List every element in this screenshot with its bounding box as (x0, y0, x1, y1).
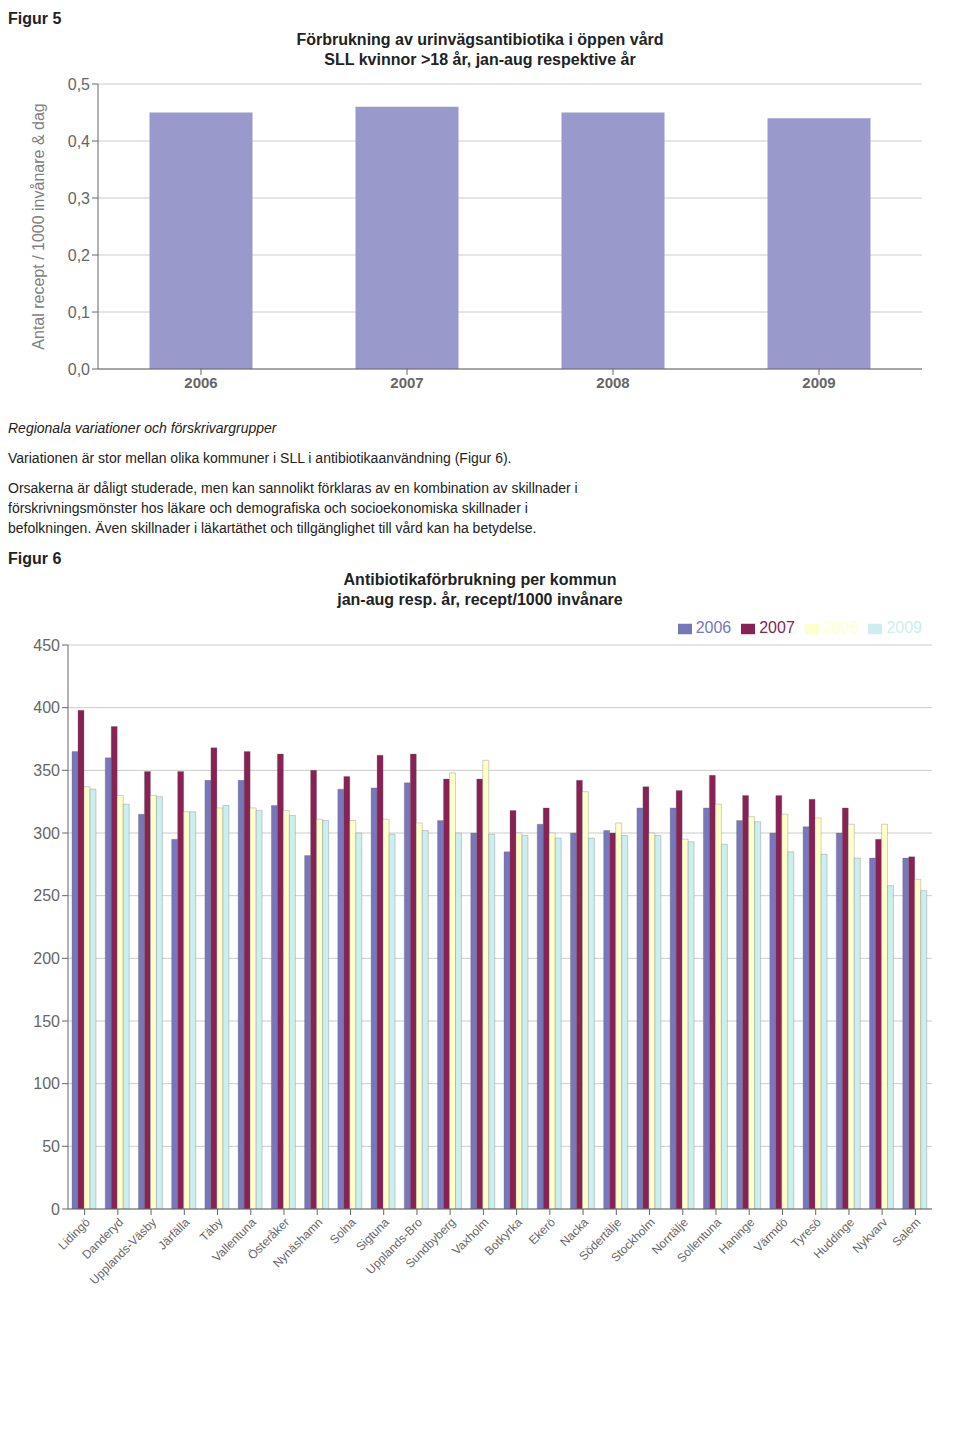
svg-text:Tyresö: Tyresö (788, 1215, 824, 1251)
html-text:Figur 6: Figur 6 (8, 550, 62, 567)
svg-text:0,3: 0,3 (68, 190, 90, 207)
svg-text:Järfälla: Järfälla (155, 1215, 192, 1252)
svg-text:Sigtuna: Sigtuna (353, 1215, 392, 1254)
svg-text:400: 400 (33, 699, 60, 716)
svg-text:Ekerö: Ekerö (526, 1215, 558, 1247)
svg-text:Södertälje: Södertälje (576, 1215, 625, 1264)
svg-text:Värmdö: Värmdö (751, 1215, 791, 1255)
html-text:2009: 2009 (886, 619, 922, 636)
svg-text:2008: 2008 (596, 374, 629, 391)
svg-text:Upplands-Väsby: Upplands-Väsby (87, 1215, 159, 1287)
svg-text:Täby: Täby (197, 1215, 226, 1244)
svg-text:0,4: 0,4 (68, 133, 90, 150)
svg-text:0,1: 0,1 (68, 304, 90, 321)
html-text:2006: 2006 (695, 619, 732, 636)
svg-text:Norrtälje: Norrtälje (648, 1215, 691, 1258)
svg-text:0,0: 0,0 (68, 361, 90, 378)
svg-text:Vallentuna: Vallentuna (209, 1215, 259, 1265)
svg-text:2009: 2009 (802, 374, 835, 391)
svg-text:Sundbyberg: Sundbyberg (403, 1215, 459, 1271)
svg-text:Huddinge: Huddinge (811, 1215, 857, 1261)
html-text:Orsakerna är dåligt studerade,: Orsakerna är dåligt studerade, men kan s… (8, 480, 578, 536)
svg-text:Stockholm: Stockholm (608, 1215, 658, 1265)
svg-text:Nynäshamn: Nynäshamn (270, 1215, 325, 1270)
html-text:Figur 5: Figur 5 (8, 10, 62, 27)
svg-text:200: 200 (33, 950, 60, 967)
svg-text:Sollentuna: Sollentuna (674, 1215, 724, 1265)
svg-text:250: 250 (33, 887, 60, 904)
svg-text:350: 350 (33, 762, 60, 779)
svg-text:Nacka: Nacka (557, 1215, 592, 1250)
svg-text:Solna: Solna (327, 1215, 359, 1247)
svg-text:Haninge: Haninge (716, 1215, 758, 1257)
svg-text:Upplands-Bro: Upplands-Bro (363, 1215, 425, 1277)
html-text:2007: 2007 (759, 619, 795, 636)
svg-text:Antal recept / 1000 invånare &: Antal recept / 1000 invånare & dag (30, 103, 47, 349)
svg-text:100: 100 (33, 1075, 60, 1092)
svg-text:Lidingö: Lidingö (55, 1215, 93, 1253)
svg-text:0: 0 (51, 1201, 60, 1218)
html-text:Antibiotikaförbrukning per kom: Antibiotikaförbrukning per kommun jan-au… (337, 571, 623, 608)
html-text:2008: 2008 (822, 619, 859, 636)
svg-text:Österåker: Österåker (245, 1215, 293, 1263)
html-text:Variationen är stor mellan oli: Variationen är stor mellan olika kommune… (8, 450, 512, 466)
svg-text:Danderyd: Danderyd (79, 1215, 126, 1262)
svg-text:0,2: 0,2 (68, 247, 90, 264)
svg-text:450: 450 (33, 637, 60, 654)
svg-text:150: 150 (33, 1013, 60, 1030)
html-text:Förbrukning av urinvägsantibio: Förbrukning av urinvägsantibiotika i öpp… (296, 31, 664, 68)
svg-text:2006: 2006 (184, 374, 217, 391)
svg-text:Vaxholm: Vaxholm (449, 1215, 492, 1258)
svg-text:0,5: 0,5 (68, 76, 90, 93)
svg-text:2007: 2007 (390, 374, 423, 391)
svg-text:50: 50 (42, 1138, 60, 1155)
html-text:Regionala variationer och förs: Regionala variationer och förskrivargrup… (8, 420, 277, 436)
svg-text:Nykvarv: Nykvarv (850, 1215, 891, 1256)
svg-text:Salem: Salem (890, 1215, 924, 1249)
svg-text:300: 300 (33, 825, 60, 842)
svg-text:Botkyrka: Botkyrka (482, 1215, 525, 1258)
